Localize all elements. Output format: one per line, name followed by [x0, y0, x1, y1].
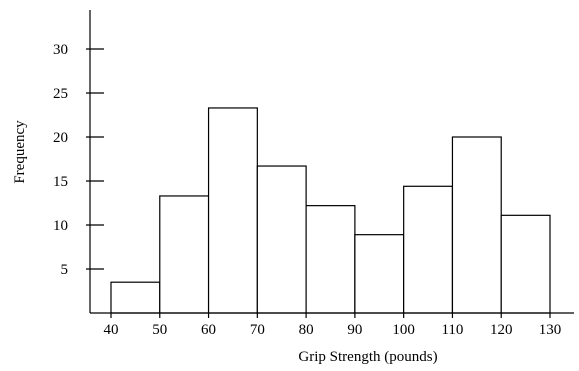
y-tick-label-15: 15 [53, 174, 68, 190]
x-tick-label-100: 100 [392, 322, 415, 338]
x-tick-label-50: 50 [152, 322, 167, 338]
y-axis-label: Frequency [12, 120, 28, 184]
histogram-bar-100-110 [403, 185, 454, 314]
y-tick-label-25: 25 [53, 86, 68, 102]
histogram-bar-80-90 [305, 205, 356, 314]
bars-group [110, 107, 551, 314]
histogram-bar-70-80 [256, 165, 307, 314]
y-tick-label-10: 10 [53, 218, 68, 234]
histogram-bar-120-130 [500, 214, 551, 314]
x-tick-label-70: 70 [250, 322, 265, 338]
histogram-bar-110-120 [451, 136, 502, 314]
histogram-bar-40-50 [110, 281, 161, 314]
x-tick-label-60: 60 [201, 322, 216, 338]
x-tick-label-110: 110 [441, 322, 463, 338]
histogram-bar-60-70 [207, 107, 258, 314]
histogram-bar-90-100 [354, 234, 405, 314]
x-tick-label-40: 40 [104, 322, 119, 338]
x-tick-label-130: 130 [539, 322, 562, 338]
x-tick-label-90: 90 [347, 322, 362, 338]
x-axis-label: Grip Strength (pounds) [298, 349, 437, 365]
histogram-bar-50-60 [159, 195, 210, 314]
y-tick-label-30: 30 [53, 42, 68, 58]
y-tick-label-5: 5 [61, 262, 69, 278]
x-tick-label-120: 120 [490, 322, 513, 338]
y-tick-label-20: 20 [53, 130, 68, 146]
x-ticks-group: 40 50 60 70 80 90 100 110 120 130 [104, 313, 562, 338]
x-tick-label-80: 80 [299, 322, 314, 338]
y-ticks-group: 5 10 15 20 25 30 [53, 42, 104, 278]
